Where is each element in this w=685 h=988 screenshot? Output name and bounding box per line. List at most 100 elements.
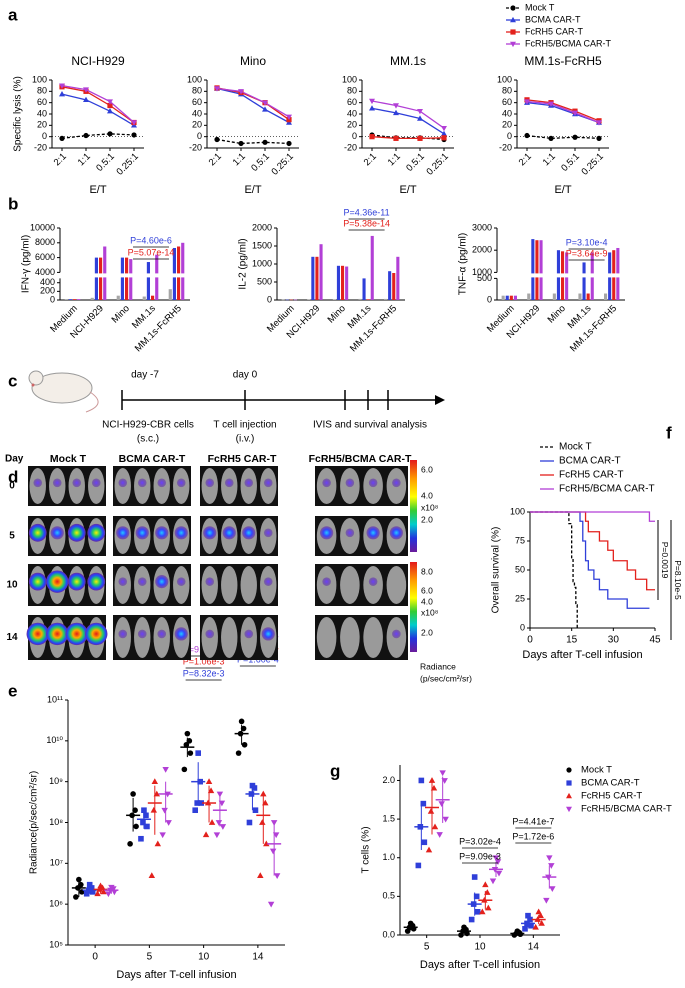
colorbar-scale: x10⁸ [421,607,439,617]
signal [176,577,186,586]
data-point [548,101,554,107]
data-point [492,855,500,862]
y-tick-label: 50 [515,564,525,574]
signal [157,478,167,488]
y-tick-label: 0 [352,131,357,141]
timeline-route: (s.c.) [137,434,159,445]
data-point [257,872,264,879]
data-point [73,894,79,900]
series-line [61,85,135,123]
data-point [262,139,268,145]
x-tick-label: MM.1s-FcRH5 [133,303,184,354]
y-tick-label: 1000 [472,267,492,277]
signal [67,523,86,542]
data-point [427,808,435,814]
colorbar-tick-label: 8.0 [421,566,433,576]
signal [222,526,236,540]
mouse-icon [28,370,99,413]
timeline-route: (i.v.) [236,434,255,445]
bar [388,271,392,300]
y-tick-label: 80 [192,86,202,96]
bar [311,256,315,300]
y-tick-label: 40 [192,108,202,118]
legend-label: BCMA CAR-T [581,778,640,789]
data-point [162,766,169,773]
data-point [461,924,467,931]
bar [370,235,374,300]
y-tick-label: 40 [37,108,47,118]
data-point [107,131,113,137]
mouse [363,617,383,658]
x-axis-label: Days after T-cell infusion [522,649,642,661]
p-value: P=9.09e-3 [459,851,501,861]
bar [341,265,345,300]
bar [73,299,77,300]
panel-label: f [666,423,672,442]
p-value: P=5.07e-14 [128,247,175,257]
data-point [527,916,533,923]
data-point [133,823,139,830]
legend-marker [510,5,516,11]
y-tick-label: 10¹¹ [47,694,63,704]
mouse [340,617,360,658]
colorbar-tick-label: 6.0 [421,585,433,595]
mouse [340,566,360,604]
y-tick-label: 60 [192,97,202,107]
signal [224,478,234,488]
bar [384,298,388,300]
data-point [393,103,399,109]
series-line [371,136,445,140]
data-point [184,730,191,737]
y-tick-label: 40 [502,108,512,118]
y-tick-label: 1.0 [382,852,395,862]
data-point [97,882,104,889]
p-value: P=8.10e-5 [673,560,683,600]
y-tick-label: 80 [502,86,512,96]
data-point [425,846,433,853]
data-point [107,102,113,109]
series-line [61,93,135,126]
x-tick-label: 14 [528,942,540,953]
bar [177,246,181,300]
legend-marker [510,16,516,23]
bar [94,257,98,300]
data-point [238,89,244,95]
data-point [186,738,193,744]
series-line [216,87,290,124]
data-point [468,916,475,923]
group-label: Mock T [50,453,87,465]
signal [392,629,401,639]
y-tick-label: 0 [42,131,47,141]
bar [116,295,120,300]
x-tick-label: 2:1 [207,151,224,168]
data-point [89,889,96,895]
legend-label: FcRH5 CAR-T [559,470,623,481]
chart-title: Mino [240,54,266,68]
signal [46,622,69,646]
panel-label: a [8,5,18,24]
bar [168,289,172,300]
y-axis-label: Specific lysis (%) [13,76,24,152]
bar [103,246,107,300]
data-point [538,920,545,926]
signal [205,577,215,586]
colorbar-title: Radiance [420,661,456,671]
x-tick-label: 2:1 [52,151,69,168]
signal [26,622,49,646]
bar [319,244,323,300]
y-tick-label: -20 [189,142,202,152]
data-point [130,791,136,797]
y-tick-label: 60 [502,97,512,107]
x-tick-label: 0.5:1 [249,151,272,174]
colorbar-scale: x10⁸ [421,502,439,512]
data-point [198,800,204,806]
y-tick-label: 10⁷ [50,858,63,868]
y-tick-label: 10¹⁰ [46,735,63,745]
y-axis-label: IFN-γ (pg/ml) [21,235,32,293]
signal [28,572,47,591]
day-label: 0 [9,481,15,492]
x-tick-label: 15 [566,635,578,646]
y-tick-label: 500 [477,273,492,283]
bar [99,257,103,300]
bar [531,239,535,300]
